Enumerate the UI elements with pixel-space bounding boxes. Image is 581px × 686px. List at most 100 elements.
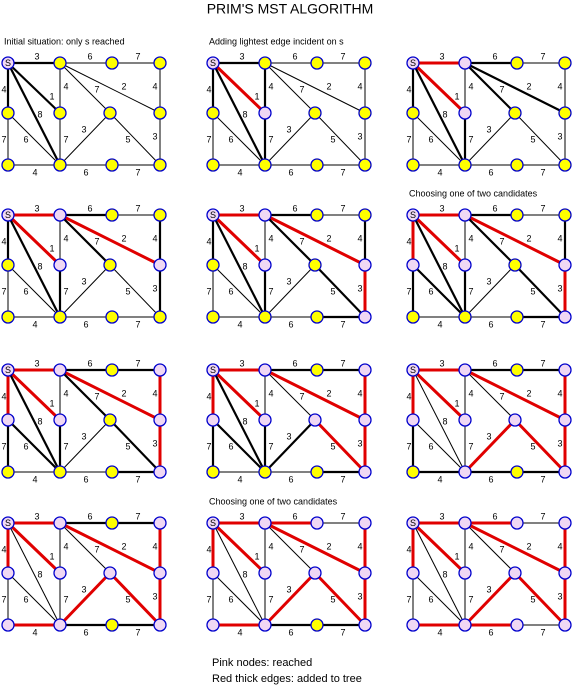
edge [464, 214, 516, 266]
edge-weight: 5 [530, 286, 535, 296]
edge-weight: 4 [468, 388, 473, 398]
node [153, 106, 167, 120]
node [105, 465, 119, 479]
edge-weight: 7 [406, 594, 411, 604]
edge-weight: 5 [125, 441, 130, 451]
edge-weight: 4 [63, 388, 68, 398]
edge [59, 213, 161, 267]
edge [264, 419, 316, 473]
edge-weight: 7 [1, 441, 6, 451]
node [258, 258, 272, 272]
node [206, 363, 220, 377]
node [310, 618, 324, 632]
edge [211, 213, 267, 267]
edge-weight: 8 [442, 109, 447, 119]
edge-weight: 1 [254, 91, 259, 101]
edge-weight: 5 [330, 594, 335, 604]
edge-weight: 4 [32, 474, 37, 484]
edge [412, 214, 466, 318]
edge-weight: 7 [268, 286, 273, 296]
edge-weight: 4 [406, 391, 411, 401]
node [310, 208, 324, 222]
source-label: S [210, 58, 216, 68]
node [458, 363, 472, 377]
node [510, 363, 524, 377]
edge-weight: 4 [468, 81, 473, 91]
edge [264, 62, 366, 114]
node [105, 310, 119, 324]
edge [513, 418, 567, 474]
edge-weight: 7 [135, 319, 140, 329]
node [1, 158, 15, 172]
node [53, 516, 67, 530]
node [53, 363, 67, 377]
edge-weight: 7 [468, 594, 473, 604]
edge-weight: 4 [357, 81, 362, 91]
edge-weight: 2 [526, 541, 531, 551]
node [558, 465, 572, 479]
edge [264, 264, 316, 318]
edge-weight: 6 [23, 286, 28, 296]
edge [412, 112, 466, 166]
node [358, 106, 372, 120]
edge-weight: 4 [557, 541, 562, 551]
edge-weight: 7 [540, 319, 545, 329]
edge-weight: 1 [49, 91, 54, 101]
edge-weight: 8 [37, 416, 42, 426]
node [406, 516, 420, 530]
edge-weight: 7 [499, 391, 504, 401]
edge-weight: 7 [340, 358, 345, 368]
edge-weight: 7 [340, 627, 345, 637]
node [53, 258, 67, 272]
node [103, 106, 117, 120]
edge [211, 521, 267, 575]
edge-weight: 3 [152, 283, 157, 293]
edge-weight: 4 [32, 627, 37, 637]
edge-weight: 3 [239, 51, 244, 61]
source-label: S [210, 518, 216, 528]
node [558, 158, 572, 172]
edge [411, 368, 467, 422]
node [310, 56, 324, 70]
node [153, 465, 167, 479]
edge [314, 264, 366, 318]
node [510, 618, 524, 632]
edge-weight: 8 [37, 261, 42, 271]
node [406, 413, 420, 427]
edge-weight: 7 [406, 286, 411, 296]
edge-weight: 5 [530, 594, 535, 604]
edge-weight: 1 [254, 243, 259, 253]
node [558, 208, 572, 222]
node [508, 413, 522, 427]
node [206, 516, 220, 530]
edge-weight: 6 [292, 358, 297, 368]
edge-weight: 2 [326, 541, 331, 551]
node [458, 566, 472, 580]
node [358, 516, 372, 530]
edge [59, 264, 111, 318]
node [508, 106, 522, 120]
edge-weight: 2 [326, 233, 331, 243]
edge-weight: 4 [237, 167, 242, 177]
edge-weight: 1 [254, 551, 259, 561]
edge [7, 572, 61, 626]
edge [59, 368, 161, 422]
edge-weight: 2 [121, 541, 126, 551]
edge-weight: 7 [94, 84, 99, 94]
node [1, 106, 15, 120]
edge [212, 214, 266, 318]
node [105, 158, 119, 172]
edge [513, 571, 567, 627]
node [53, 618, 67, 632]
node [258, 516, 272, 530]
edge-weight: 7 [268, 134, 273, 144]
edge [7, 62, 61, 166]
panel-caption: Initial situation: only s reached [4, 36, 125, 46]
edge [464, 368, 566, 422]
source-label: S [410, 210, 416, 220]
edge-weight: 7 [540, 51, 545, 61]
edge [59, 62, 111, 114]
edge [411, 521, 467, 575]
edge-weight: 6 [288, 627, 293, 637]
edge-weight: 3 [152, 438, 157, 448]
